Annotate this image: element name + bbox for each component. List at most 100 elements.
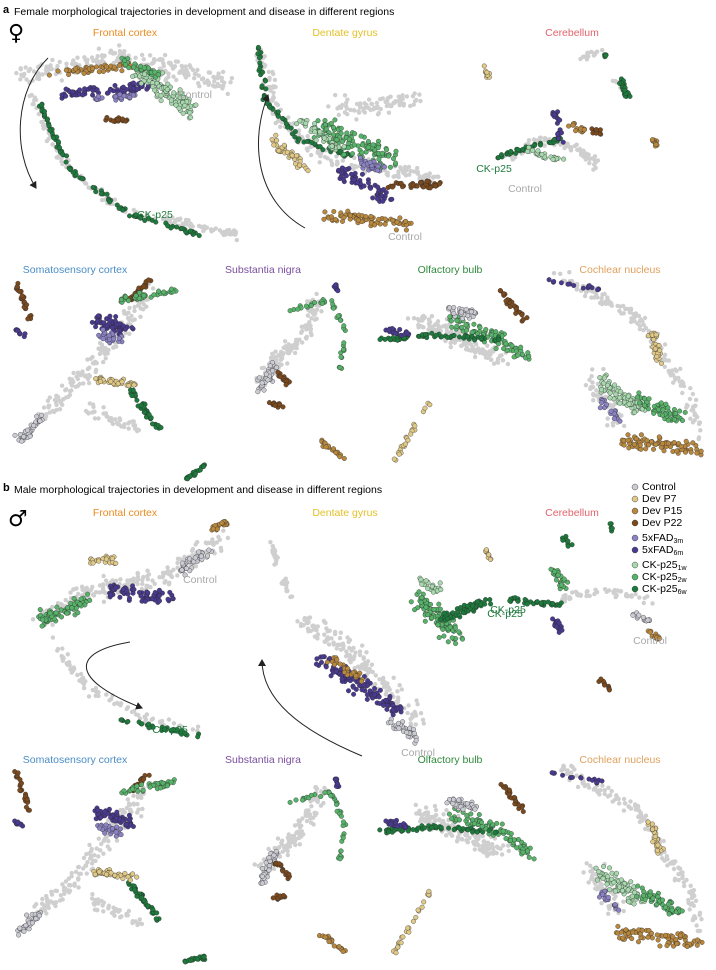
- cell-dot: [338, 354, 344, 360]
- background-cell: [270, 69, 275, 75]
- background-cell: [112, 51, 118, 56]
- cell-dot: [174, 224, 180, 230]
- cell-dot: [397, 215, 403, 221]
- background-cell: [39, 119, 44, 125]
- cell-dot: [559, 130, 564, 136]
- background-cell: [148, 585, 153, 590]
- cell-dot: [39, 412, 44, 418]
- cell-dot: [339, 676, 345, 682]
- cell-dot: [384, 706, 390, 712]
- cell-dot: [269, 137, 275, 142]
- background-cell: [101, 573, 106, 579]
- background-cell: [96, 836, 102, 841]
- background-cell: [57, 59, 62, 65]
- cell-dot: [287, 308, 293, 314]
- cell-dot: [261, 387, 267, 393]
- background-cell: [117, 43, 122, 48]
- cell-dot: [333, 282, 339, 288]
- cell-dot: [108, 379, 114, 385]
- cell-dot: [647, 629, 653, 635]
- cell-dot: [573, 128, 579, 134]
- background-cell: [166, 71, 171, 76]
- cell-dot: [427, 185, 433, 191]
- cell-dot: [17, 289, 23, 295]
- background-cell: [417, 92, 422, 97]
- background-cell: [97, 351, 103, 357]
- cell-dot: [69, 605, 75, 611]
- cell-dot: [323, 126, 329, 132]
- cell-dot: [483, 597, 488, 603]
- background-cell: [100, 197, 105, 203]
- cell-dot: [304, 138, 310, 144]
- background-cell: [362, 666, 367, 672]
- background-cell: [234, 237, 239, 243]
- background-cell: [85, 376, 91, 382]
- background-cell: [347, 652, 352, 658]
- cell-dot: [603, 52, 609, 58]
- background-cell: [55, 646, 61, 652]
- cell-dot: [344, 130, 350, 136]
- cell-dot: [275, 113, 281, 119]
- cell-dot: [24, 302, 30, 308]
- background-cell: [101, 405, 106, 410]
- background-cell: [356, 109, 361, 114]
- cell-dot: [267, 104, 273, 110]
- cell-dot: [538, 600, 544, 606]
- cell-dot: [120, 207, 126, 213]
- cell-dot: [656, 407, 662, 413]
- cell-dot: [438, 616, 443, 622]
- background-cell: [643, 325, 649, 331]
- cell-dot: [422, 618, 428, 624]
- cell-dot: [351, 691, 357, 697]
- cell-dot: [47, 127, 53, 133]
- background-cell: [354, 117, 359, 122]
- cell-dot: [171, 90, 177, 96]
- background-cell: [288, 347, 293, 353]
- background-cell: [592, 154, 598, 159]
- background-cell: [373, 105, 378, 111]
- background-cell: [395, 689, 400, 694]
- background-cell: [58, 893, 63, 898]
- background-cell: [43, 67, 49, 73]
- cell-dot: [390, 707, 396, 713]
- background-cell: [322, 154, 328, 160]
- background-cell: [687, 396, 693, 402]
- cell-dot: [129, 325, 135, 331]
- cell-dot: [179, 225, 185, 231]
- background-cell: [340, 158, 345, 163]
- cell-dot: [625, 432, 631, 438]
- background-cell: [611, 403, 616, 408]
- cell-dot: [127, 213, 132, 219]
- cell-dot: [440, 626, 446, 632]
- background-cell: [396, 94, 401, 99]
- background-cell: [26, 68, 31, 74]
- cell-dot: [131, 64, 137, 70]
- cell-dot: [95, 318, 101, 324]
- background-cell: [131, 793, 136, 798]
- background-cell: [82, 55, 87, 60]
- background-cell: [604, 589, 609, 594]
- background-cell: [44, 904, 50, 909]
- background-cell: [698, 428, 703, 433]
- background-cell: [49, 892, 55, 897]
- background-cell: [59, 78, 64, 83]
- background-cell: [76, 876, 81, 881]
- cell-dot: [136, 290, 142, 296]
- background-cell: [444, 325, 449, 330]
- cell-dot: [167, 589, 173, 595]
- background-cell: [89, 849, 94, 854]
- cell-dot: [393, 160, 399, 166]
- cell-dot: [78, 596, 84, 602]
- background-cell: [275, 119, 281, 124]
- cell-dot: [423, 604, 429, 610]
- cell-dot: [293, 161, 298, 167]
- background-cell: [271, 95, 276, 100]
- background-cell: [329, 161, 335, 166]
- background-cell: [182, 72, 187, 78]
- cell-dot: [370, 142, 376, 148]
- background-cell: [278, 124, 283, 129]
- cell-dot: [414, 183, 420, 189]
- cell-dot: [196, 233, 202, 239]
- cell-dot: [580, 285, 586, 291]
- cell-dot: [418, 180, 424, 186]
